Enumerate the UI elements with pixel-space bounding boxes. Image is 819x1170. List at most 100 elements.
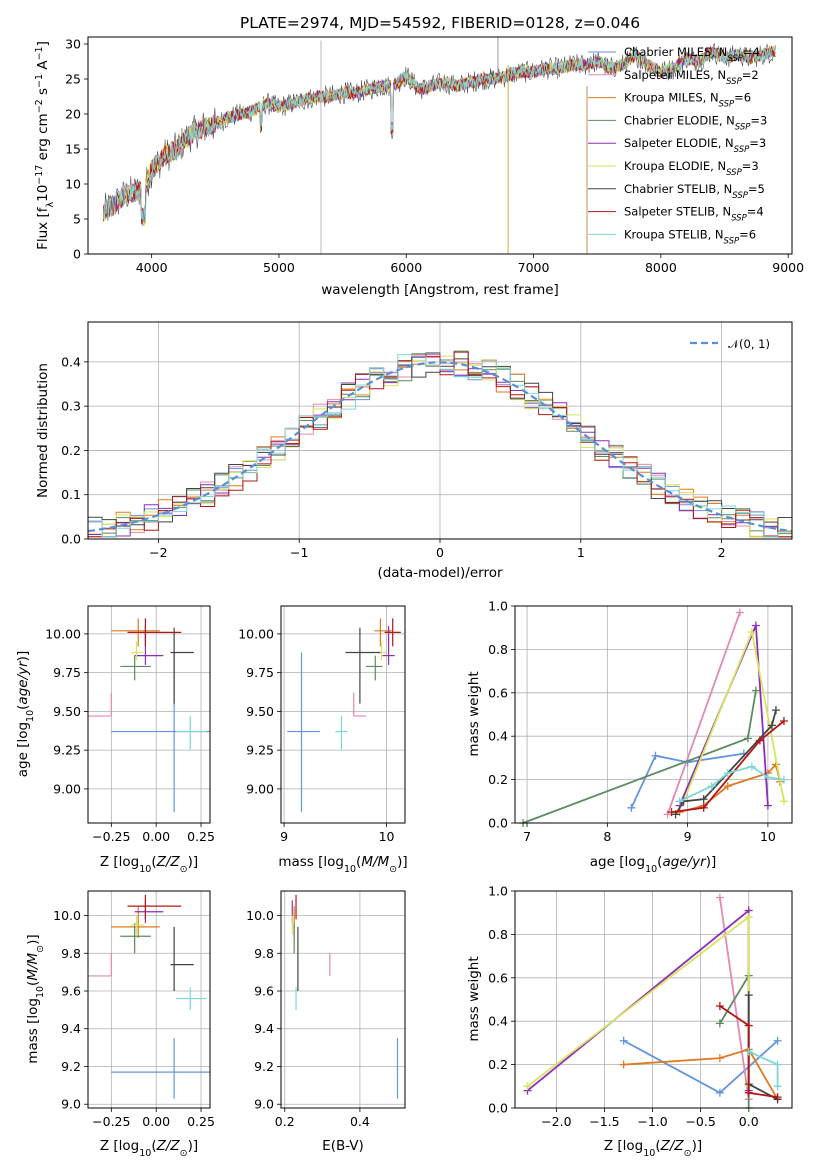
label-part: 10 xyxy=(344,864,356,875)
y-tick-label: 15 xyxy=(65,142,81,157)
y-tick-label: 0 xyxy=(73,247,81,262)
y-tick-label: 0.0 xyxy=(488,1101,508,1116)
axes-frame xyxy=(280,605,406,824)
histogram-step xyxy=(88,351,792,538)
weight-marker xyxy=(744,1047,753,1056)
label-part: 10 xyxy=(25,710,36,722)
label-part: age [log xyxy=(15,722,31,777)
x-tick-label: 10 xyxy=(760,829,776,844)
x-tick-label: 9 xyxy=(684,829,692,844)
weight-marker xyxy=(751,686,760,695)
label-part: −1 xyxy=(34,46,45,60)
label-part: ⊙ xyxy=(180,1148,188,1159)
label-part: ( xyxy=(151,1138,156,1154)
y-tick-label: 9.50 xyxy=(53,704,81,719)
x-tick-label: −2 xyxy=(149,545,167,560)
legend-label-part: =4 xyxy=(747,205,764,219)
legend-label-sub: SSP xyxy=(726,168,742,178)
legend-label-part: Kroupa ELODIE, N xyxy=(624,159,726,173)
y-tick-label: 0.2 xyxy=(61,443,81,458)
y-tick-label: 0.6 xyxy=(488,685,508,700)
x-tick-label: −0.25 xyxy=(92,829,130,844)
axes-frame xyxy=(280,890,406,1109)
label-part: 10 xyxy=(139,1148,151,1159)
legend-label-part: Kroupa STELIB, N xyxy=(624,227,724,241)
label-part: )] xyxy=(25,934,41,945)
label-part: age/yr xyxy=(662,854,707,870)
weight-marker xyxy=(675,797,684,806)
x-tick-label: 7 xyxy=(523,829,531,844)
x-tick-label: 0.00 xyxy=(142,1114,170,1129)
weight-marker xyxy=(744,913,753,922)
legend-label: Chabrier MILES, NSSP=4 xyxy=(624,45,760,64)
legend-label-part: =3 xyxy=(750,113,767,127)
x-axis-label: (data-model)/error xyxy=(377,565,503,581)
weight-line xyxy=(526,915,750,1088)
x-tick-label: 2 xyxy=(718,545,726,560)
weight-marker xyxy=(773,1082,782,1091)
weight-marker xyxy=(747,628,756,637)
weight-marker xyxy=(715,1088,724,1097)
weight-marker xyxy=(744,1021,753,1030)
y-axis-label: mass weight xyxy=(466,956,482,1041)
x-axis-label: E(B-V) xyxy=(322,1138,364,1154)
legend-label: Kroupa STELIB, NSSP=6 xyxy=(624,227,756,246)
y-tick-label: 0.0 xyxy=(61,532,81,547)
y-tick-label: 0.8 xyxy=(488,927,508,942)
legend-label-sub: SSP xyxy=(719,100,735,110)
histogram-step xyxy=(88,354,792,538)
x-axis-label: Z [log10(Z/Z⊙)] xyxy=(604,1138,702,1159)
weight-marker xyxy=(755,736,764,745)
weight-marker xyxy=(723,782,732,791)
weight-line xyxy=(671,720,785,813)
weight-marker xyxy=(743,734,752,743)
weight-marker xyxy=(715,1019,724,1028)
weight-marker xyxy=(771,706,780,715)
weight-line xyxy=(747,995,779,1101)
legend-label: 𝒩(0, 1) xyxy=(728,337,770,351)
weight-vs-z-axes: −2.0 −1.5 −1.0 −0.5 0.0 0.0 0.2 0.4 0.6 0.8 1.0 Z [… xyxy=(466,884,793,1159)
weight-marker xyxy=(763,801,772,810)
axes-frame xyxy=(87,36,793,255)
label-part: 10 xyxy=(645,864,657,875)
label-part: ( xyxy=(655,1138,660,1154)
legend-label-part: =6 xyxy=(734,91,751,105)
label-part: mass [log xyxy=(278,854,344,870)
y-tick-label: 20 xyxy=(65,107,81,122)
axes-frame xyxy=(87,605,211,824)
weight-marker xyxy=(667,808,676,817)
x-tick-label: −1.0 xyxy=(637,1114,667,1129)
spectrum-line xyxy=(102,45,776,222)
y-tick-label: 0.3 xyxy=(61,399,81,414)
legend-label: Chabrier STELIB, NSSP=5 xyxy=(624,182,765,201)
weight-marker xyxy=(773,1060,782,1069)
weight-marker xyxy=(699,795,708,804)
label-part: age/yr xyxy=(15,660,31,705)
y-tick-label: 9.4 xyxy=(61,1021,81,1036)
label-part: ⊙ xyxy=(180,864,188,875)
label-part: )] xyxy=(706,854,717,870)
y-tick-label: 0.4 xyxy=(61,354,81,369)
weight-marker xyxy=(779,717,788,726)
legend-label-sub: SSP xyxy=(731,214,747,224)
normal-curve xyxy=(87,361,793,533)
x-tick-label: 0.4 xyxy=(350,1114,370,1129)
label-part: Z [log xyxy=(604,1138,643,1154)
legend-label: Salpeter STELIB, NSSP=4 xyxy=(624,205,764,224)
spectrum-axes: 4000 5000 6000 7000 8000 9000 0 5 10 15 20 25 30 Flux… xyxy=(34,36,804,298)
label-part: λ xyxy=(45,202,56,208)
weight-marker xyxy=(767,721,776,730)
x-tick-label: 8 xyxy=(603,829,611,844)
label-part: ⊙ xyxy=(684,1148,692,1159)
y-tick-label: 0.8 xyxy=(488,642,508,657)
axes-frame xyxy=(87,321,793,540)
y-tick-label: 0.4 xyxy=(488,1014,508,1029)
weight-marker xyxy=(619,1036,628,1045)
weight-marker xyxy=(744,1088,753,1097)
legend-label-part: =3 xyxy=(749,136,766,150)
x-axis-label: mass [log10(M/M⊙)] xyxy=(278,854,407,875)
label-part: A xyxy=(35,60,51,74)
legend-label: Chabrier ELODIE, NSSP=3 xyxy=(624,113,767,132)
label-part: ⊙ xyxy=(35,945,46,953)
weight-marker xyxy=(523,1082,532,1091)
